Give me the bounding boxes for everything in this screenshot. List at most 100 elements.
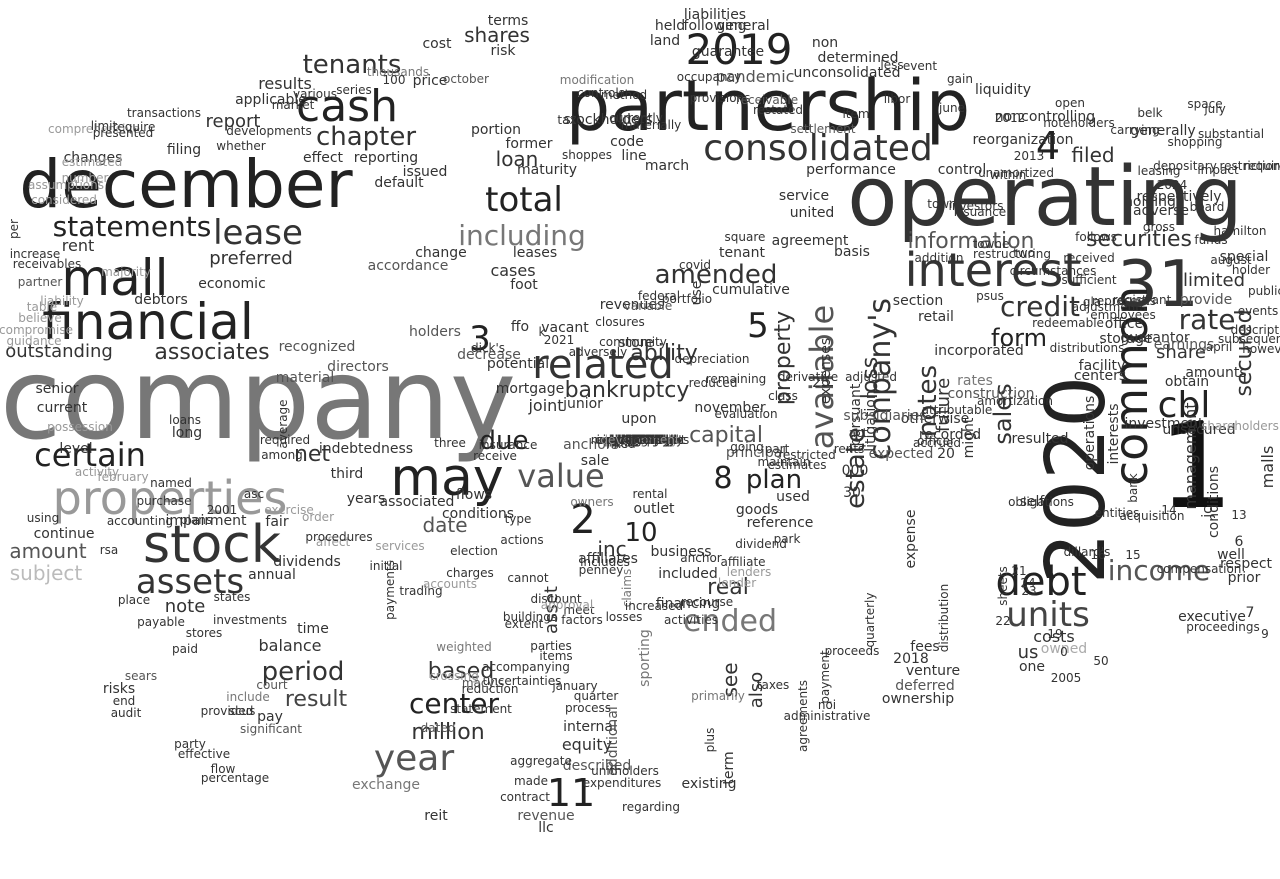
cloud-word: adversely <box>568 345 628 359</box>
cloud-word: dated <box>420 721 456 735</box>
cloud-word: self <box>1019 494 1045 510</box>
cloud-word: business <box>650 544 712 560</box>
cloud-word: revenues <box>599 297 665 313</box>
cloud-word: applicable <box>235 92 307 108</box>
cloud-word: reflect <box>620 433 660 447</box>
cloud-word: resulted <box>1011 431 1069 447</box>
cloud-word: preferred <box>209 248 293 269</box>
cloud-word: 50 <box>1093 654 1109 668</box>
cloud-word: real <box>707 575 749 600</box>
cloud-word: junior <box>563 396 603 412</box>
cloud-word: investors <box>948 199 1004 213</box>
cloud-word: declared <box>614 433 666 447</box>
cloud-word: lived <box>625 433 655 447</box>
cloud-word: upon <box>621 411 657 427</box>
cloud-word: provide <box>1179 292 1233 308</box>
cloud-word: make <box>623 433 657 447</box>
cloud-word: contracts <box>611 433 669 447</box>
cloud-word: restructuring <box>973 247 1051 261</box>
cloud-word: item <box>842 107 870 121</box>
cloud-word: proceedings <box>1186 620 1260 634</box>
cloud-word: portfolio <box>661 292 713 306</box>
cloud-word: 26 <box>632 433 648 447</box>
cloud-word: statements <box>52 210 212 243</box>
cloud-word: occupancy <box>676 70 742 84</box>
cloud-word: due <box>479 426 529 456</box>
cloud-word: filed <box>1071 143 1115 167</box>
cloud-word: restrictions <box>1219 159 1280 173</box>
cloud-word: tenant <box>620 433 660 447</box>
cloud-word: two <box>1013 246 1035 260</box>
cloud-word: election <box>450 544 498 558</box>
cloud-word: code <box>610 134 644 150</box>
cloud-word: liquidity <box>975 82 1031 98</box>
cloud-word: restricted <box>778 448 836 462</box>
cloud-word: activity <box>74 465 120 479</box>
cloud-word: 27 <box>632 433 648 447</box>
cloud-word: lenders <box>726 565 772 579</box>
cloud-word: derivative <box>777 370 839 384</box>
cloud-word: tax <box>557 113 577 127</box>
cloud-word: basis <box>834 244 870 260</box>
cloud-word: ability <box>630 341 698 366</box>
cloud-word: 2001 <box>206 503 238 517</box>
cloud-word: united <box>789 205 835 221</box>
cloud-word: estimated <box>61 155 123 169</box>
cloud-word: periods <box>617 433 663 447</box>
cloud-word: 11 <box>546 771 596 815</box>
cloud-word: 7 <box>1245 605 1255 621</box>
cloud-word: place <box>117 593 151 607</box>
cloud-word: 20 <box>937 446 955 462</box>
cloud-word: holdings <box>614 433 666 447</box>
cloud-word: resources <box>610 433 670 447</box>
cloud-word: gain <box>947 72 973 86</box>
cloud-word: rights <box>622 433 658 447</box>
cloud-word: plan <box>745 465 803 495</box>
cloud-word: primarily <box>691 689 745 703</box>
cloud-word: purposes <box>612 433 668 447</box>
cloud-word: markets <box>615 433 665 447</box>
cloud-word: vie <box>631 433 649 447</box>
cloud-word: unamortized <box>978 166 1054 180</box>
cloud-word: current <box>36 400 88 416</box>
cloud-word: funds <box>1194 233 1228 247</box>
cloud-word: flows <box>455 487 493 503</box>
cloud-word: based <box>427 659 495 684</box>
cloud-word: 100 <box>382 73 406 87</box>
cloud-word: net <box>293 442 331 467</box>
cloud-word: three <box>434 436 466 450</box>
cloud-word: tx <box>634 433 646 447</box>
cloud-word: decrease <box>457 347 521 363</box>
cloud-word: administrative <box>783 709 871 723</box>
cloud-word: terms <box>487 13 529 29</box>
cloud-word: section <box>892 293 944 309</box>
cloud-word: 1 <box>1158 397 1234 535</box>
cloud-word: respect <box>1219 556 1273 572</box>
cloud-word: limited <box>1182 270 1246 291</box>
cloud-word: financing <box>655 596 721 612</box>
cloud-word: tenants <box>302 50 402 80</box>
cloud-word: initial <box>369 559 403 573</box>
cloud-word: estimates <box>767 458 827 472</box>
cloud-word: assumptions <box>27 178 105 192</box>
cloud-word: potential <box>486 356 550 372</box>
cloud-word: facility <box>1078 358 1126 374</box>
cloud-word: plus <box>703 727 717 753</box>
cloud-word: regarding <box>622 800 680 814</box>
cloud-word: provided <box>200 704 254 718</box>
cloud-word: accrued <box>912 436 962 450</box>
cloud-word: obligations <box>1008 495 1074 509</box>
cloud-word: space <box>1187 97 1223 111</box>
cloud-word: change <box>415 245 467 261</box>
cloud-word: reduction <box>461 682 519 696</box>
cloud-word: special <box>1219 249 1269 265</box>
cloud-word: extension <box>610 433 670 447</box>
cloud-word: pandemic <box>715 67 795 86</box>
cloud-word: shares <box>464 23 530 47</box>
cloud-word: event <box>902 59 938 73</box>
cloud-word: receivables <box>12 257 82 271</box>
cloud-word: 2 <box>570 497 596 543</box>
cloud-word: critical <box>619 433 661 447</box>
cloud-word: 2013 <box>1013 149 1045 163</box>
